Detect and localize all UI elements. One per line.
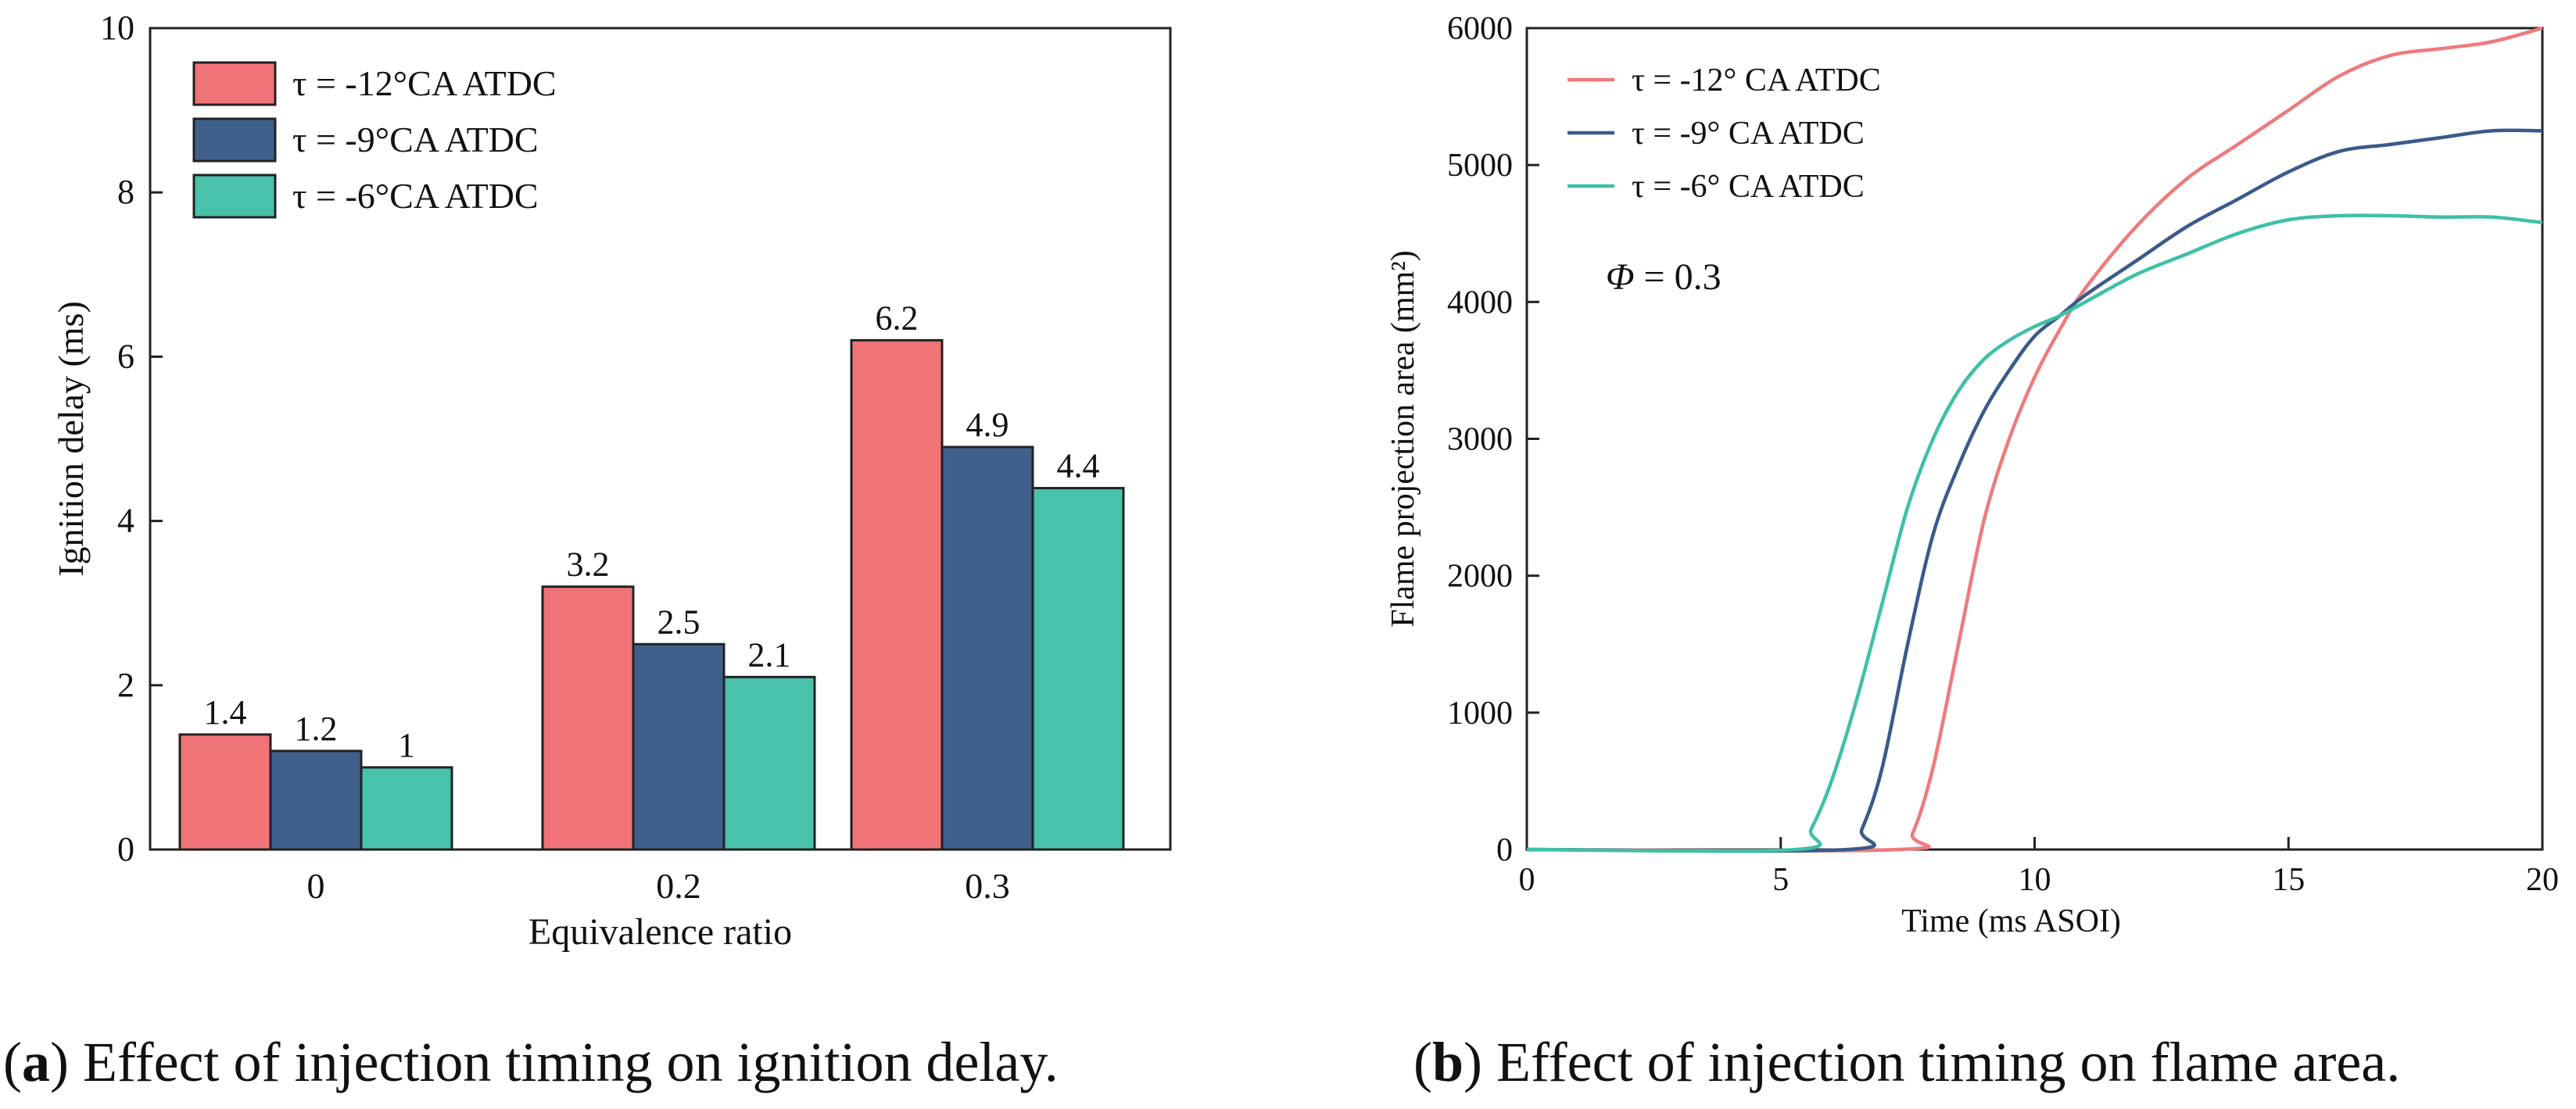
y-tick-label: 4000 [1447, 284, 1513, 320]
bar [269, 749, 363, 851]
legend-label: τ = -12° CA ATDC [1632, 63, 1881, 98]
legend-swatch [192, 117, 277, 163]
bar [1031, 487, 1125, 851]
x-tick-label: 15 [2272, 862, 2305, 898]
bar-data-label: 3.2 [567, 546, 610, 584]
bar [632, 642, 726, 851]
bar-data-label: 2.1 [748, 635, 791, 674]
caption-b-text: Effect of injection timing on flame area… [1482, 1031, 2401, 1093]
x-axis-label: Time (ms ASOI) [1901, 903, 2121, 939]
bar-data-label: 1.2 [295, 710, 338, 748]
bar-data-label: 1.4 [204, 693, 247, 732]
x-tick-label: 0 [307, 866, 325, 906]
y-tick-label: 3000 [1447, 422, 1513, 458]
bar [940, 445, 1034, 851]
annotation-phi: Φ = 0.3 [1606, 256, 1722, 298]
x-tick-label: 5 [1772, 862, 1789, 898]
y-tick-label: 6 [117, 337, 134, 375]
x-axis-label: Equivalence ratio [528, 911, 792, 953]
bar [722, 675, 816, 851]
x-tick-label: 0 [1519, 862, 1535, 898]
chart-flame-area: 0 1000 2000 3000 4000 5000 6000 0 5 10 15 20 Flame p… [1385, 11, 2559, 939]
x-tick-label: 0.3 [965, 866, 1010, 906]
series-line [1526, 26, 2543, 853]
bar-data-label: 1 [398, 726, 415, 764]
y-tick-label: 8 [117, 173, 134, 211]
bar-data-label: 4.9 [966, 406, 1009, 444]
legend-swatch [192, 174, 277, 219]
caption-b: (b) Effect of injection timing on flame … [1413, 1031, 2401, 1093]
annotation-symbol: Φ [1606, 256, 1635, 298]
bar [178, 733, 272, 851]
caption-b-label: b [1431, 1031, 1464, 1093]
annotation-text: = 0.3 [1635, 256, 1722, 298]
y-axis-label: Ignition delay (ms) [51, 301, 91, 577]
bar-data-label: 4.4 [1057, 447, 1100, 485]
bar-data-label: 2.5 [657, 603, 700, 641]
legend-label: τ = -12°CA ATDC [292, 63, 557, 103]
legend-label: τ = -9°CA ATDC [292, 120, 539, 159]
y-tick-label: 0 [117, 830, 134, 868]
legend-label: τ = -6°CA ATDC [292, 176, 539, 216]
series-line [1526, 213, 2543, 853]
y-tick-label: 10 [100, 9, 134, 47]
legend-swatch [192, 61, 277, 106]
bar [541, 585, 635, 851]
legend-label: τ = -9° CA ATDC [1632, 116, 1865, 152]
x-tick-label: 10 [2019, 862, 2051, 898]
y-tick-label: 5000 [1447, 148, 1513, 184]
x-tick-label: 0.2 [656, 866, 701, 906]
caption-a: (a) Effect of injection timing on igniti… [3, 1031, 1059, 1093]
y-tick-label: 6000 [1447, 11, 1513, 47]
bar [360, 766, 453, 851]
y-tick-label: 1000 [1447, 696, 1513, 732]
y-tick-label: 2 [117, 666, 134, 704]
caption-a-label: a [21, 1031, 50, 1093]
caption-a-text: Effect of injection timing on ignition d… [68, 1031, 1059, 1093]
series-line [1526, 128, 2543, 853]
y-tick-label: 4 [117, 502, 134, 540]
bar [850, 338, 944, 851]
legend-label: τ = -6° CA ATDC [1632, 169, 1865, 205]
y-tick-label: 2000 [1447, 559, 1513, 595]
bar-data-label: 6.2 [876, 299, 919, 337]
y-tick-label: 0 [1496, 832, 1513, 868]
y-axis-label: Flame projection area (mm²) [1385, 250, 1421, 628]
x-tick-label: 20 [2526, 862, 2559, 898]
